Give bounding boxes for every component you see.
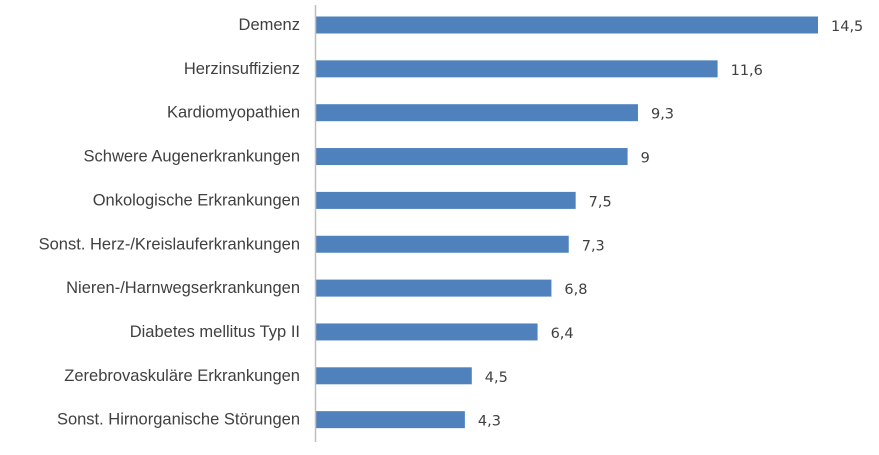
- category-label-5: Sonst. Herz-/Kreislauferkrankungen: [39, 235, 300, 253]
- value-label-5: 7,3: [582, 238, 605, 254]
- value-label-8: 4,5: [485, 370, 508, 386]
- bar-7: [316, 323, 538, 341]
- category-label-2: Kardiomyopathien: [167, 104, 300, 122]
- category-label-6: Nieren-/Harnwegserkrankungen: [66, 279, 300, 297]
- bars-layer: [316, 16, 818, 429]
- category-labels: Demenz Herzinsuffizienz Kardiomyopathien Sc…: [39, 16, 300, 429]
- value-label-4: 7,5: [589, 194, 612, 210]
- value-label-1: 11,6: [731, 63, 763, 79]
- category-label-8: Zerebrovaskuläre Erkrankungen: [64, 367, 300, 385]
- category-label-3: Schwere Augenerkrankungen: [84, 148, 300, 166]
- bar-4: [316, 191, 576, 209]
- category-label-4: Onkologische Erkrankungen: [93, 191, 300, 209]
- value-label-2: 9,3: [651, 107, 674, 123]
- bar-1: [316, 60, 718, 78]
- bar-9: [316, 411, 465, 429]
- value-label-0: 14,5: [831, 19, 863, 35]
- category-label-9: Sonst. Hirnorganische Störungen: [57, 411, 300, 429]
- value-label-6: 6,8: [564, 282, 587, 298]
- bar-8: [316, 367, 472, 385]
- value-label-3: 9: [641, 151, 650, 167]
- value-label-9: 4,3: [478, 414, 501, 430]
- value-labels: 14,5 11,6 9,3 9 7,5 7,3 6,8 6,4 4,5 4,3: [478, 19, 863, 430]
- value-label-7: 6,4: [551, 326, 574, 342]
- bar-0: [316, 16, 818, 34]
- bar-3: [316, 148, 628, 166]
- category-label-1: Herzinsuffizienz: [184, 60, 300, 78]
- bar-2: [316, 104, 638, 122]
- category-label-0: Demenz: [239, 16, 300, 34]
- bar-6: [316, 279, 552, 297]
- bar-5: [316, 235, 569, 253]
- category-label-7: Diabetes mellitus Typ II: [130, 323, 300, 341]
